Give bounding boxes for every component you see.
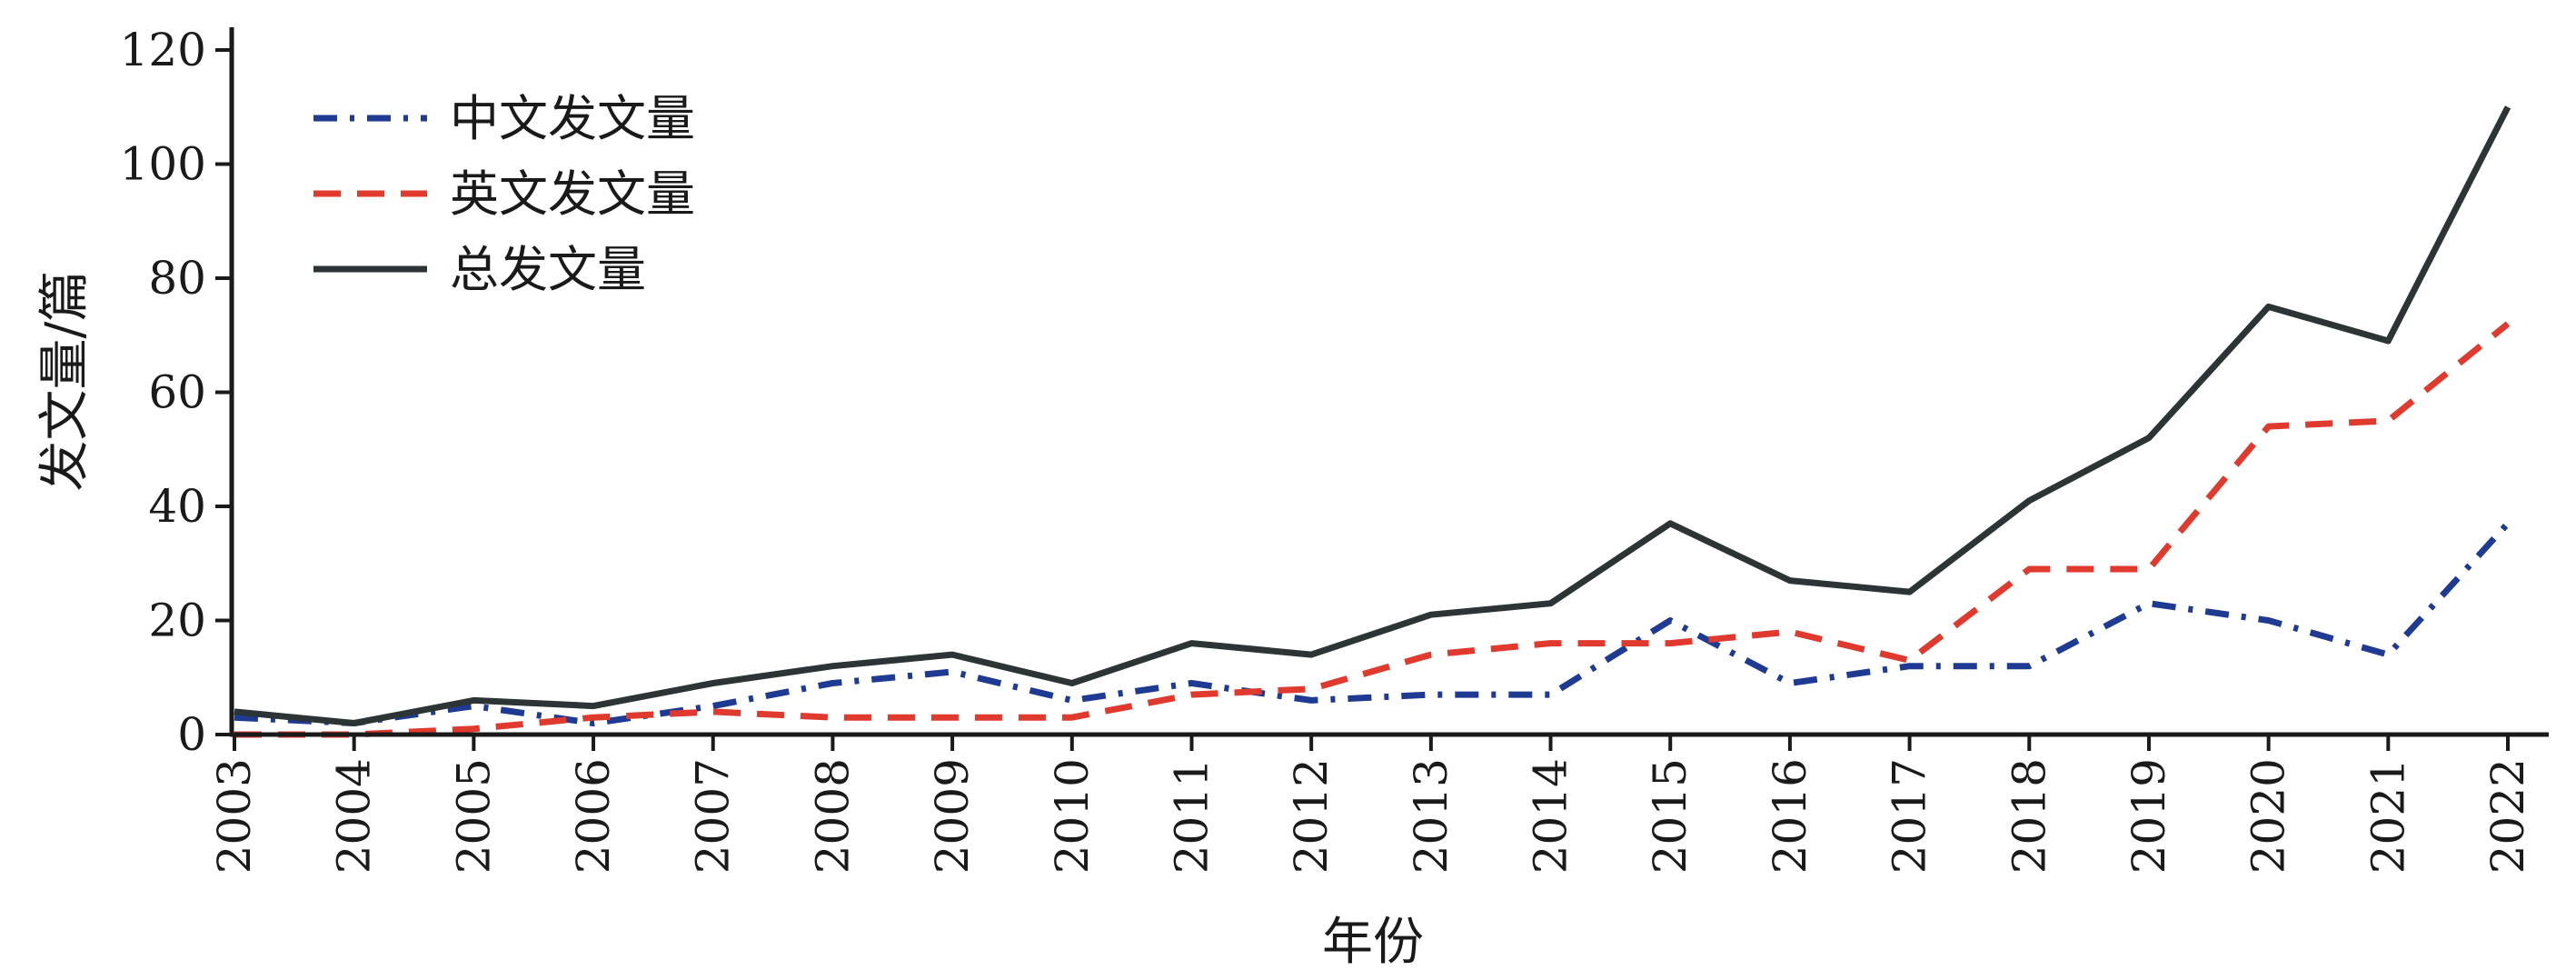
x-tick-label: 2003 [208, 758, 261, 874]
axes-layer: 0 20 40 60 80 100 120 2003 2004 2005 2006 2007 2008 2… [120, 24, 2549, 874]
legend-label-3: 总发文量 [450, 241, 646, 298]
y-tick-label: 20 [148, 595, 206, 647]
x-tick-label: 2019 [2123, 758, 2175, 874]
x-tick-label: 2014 [1525, 758, 1577, 874]
x-tick-label: 2008 [806, 758, 859, 874]
x-tick-label: 2007 [687, 758, 740, 874]
x-tick-label: 2020 [2243, 758, 2295, 874]
y-tick-label: 120 [120, 24, 206, 76]
x-tick-label: 2005 [447, 758, 500, 874]
y-tick-label: 40 [148, 480, 206, 533]
series-layer [234, 105, 2511, 738]
x-tick-label: 2013 [1405, 758, 1457, 874]
y-tick-label: 80 [148, 252, 206, 305]
y-axis-title: 发文量/篇 [35, 271, 94, 492]
x-tick-label: 2017 [1884, 758, 1936, 874]
x-tick-label: 2009 [926, 758, 979, 874]
x-tick-label: 2022 [2482, 758, 2534, 874]
legend-label-2: 英文发文量 [450, 165, 695, 223]
x-tick-label: 2015 [1644, 758, 1696, 874]
x-tick-label: 2004 [328, 758, 381, 874]
series-line-2 [234, 321, 2511, 738]
x-tick-label: 2018 [2003, 758, 2055, 874]
x-tick-label: 2012 [1285, 758, 1338, 874]
x-tick-label: 2016 [1764, 758, 1816, 874]
x-tick-label: 2010 [1046, 758, 1099, 874]
y-tick-label: 100 [120, 138, 206, 191]
x-axis-title: 年份 [1322, 913, 1424, 972]
x-tick-label: 2011 [1165, 758, 1218, 874]
y-tick-label: 60 [148, 366, 206, 419]
y-tick-label: 0 [177, 708, 206, 761]
series-line-1 [234, 521, 2511, 726]
x-tick-label: 2006 [567, 758, 620, 874]
series-line-3 [234, 105, 2511, 726]
x-tick-label: 2021 [2362, 758, 2414, 874]
legend-label-1: 中文发文量 [450, 90, 695, 147]
